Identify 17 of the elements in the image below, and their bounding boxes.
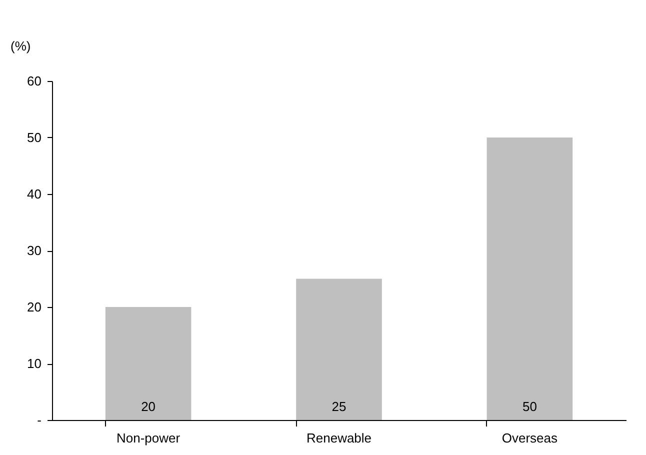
data-label: 25 bbox=[332, 399, 346, 414]
data-label: 20 bbox=[141, 399, 156, 414]
bar bbox=[105, 307, 192, 420]
y-tick-label: 40 bbox=[27, 186, 42, 202]
y-tick-label: 20 bbox=[27, 300, 42, 314]
y-tick-label: 60 bbox=[27, 74, 42, 88]
y-axis-title: (%) bbox=[10, 38, 31, 54]
y-tick-label: 30 bbox=[27, 243, 42, 258]
bar bbox=[486, 138, 573, 420]
bar bbox=[296, 278, 382, 420]
y-tick-label: - bbox=[37, 412, 42, 428]
y-tick-label: 50 bbox=[27, 130, 42, 145]
x-tick-label: Renewable bbox=[306, 430, 372, 446]
x-tick-label: Overseas bbox=[502, 430, 558, 446]
data-label: 50 bbox=[522, 399, 537, 414]
x-tick-label: Non-power bbox=[116, 430, 181, 446]
y-tick-label: 10 bbox=[27, 356, 42, 371]
